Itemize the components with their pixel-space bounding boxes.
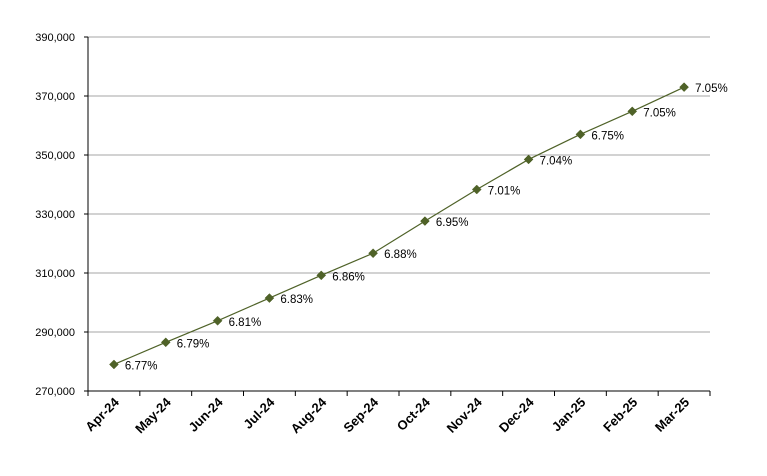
data-label: 7.05% [643, 107, 676, 119]
data-point-marker [471, 184, 482, 195]
data-point-marker [575, 129, 586, 140]
x-tick-label: Jan-25 [549, 395, 589, 435]
x-tick-label: Jun-24 [185, 394, 226, 435]
y-tick-label: 350,000 [35, 150, 75, 162]
data-point-marker [160, 337, 171, 348]
data-point-marker [679, 82, 689, 93]
x-tick-label: Sep-24 [340, 394, 381, 435]
x-tick-label: Nov-24 [444, 394, 486, 436]
y-tick-label: 270,000 [35, 386, 75, 398]
data-point-marker [368, 248, 378, 259]
data-point-marker [264, 293, 275, 303]
y-tick-label: 310,000 [35, 268, 75, 280]
x-tick-label: Aug-24 [288, 394, 330, 436]
series-line [113, 86, 685, 366]
data-point-marker [420, 216, 430, 226]
data-label: 7.05% [695, 83, 728, 95]
data-label: 7.04% [540, 155, 573, 167]
gridlines [88, 36, 710, 333]
data-label: 6.95% [436, 217, 469, 229]
data-point-marker [316, 270, 327, 281]
data-point-marker [109, 359, 119, 370]
data-label: 6.77% [125, 360, 158, 372]
x-tick-label: Oct-24 [394, 394, 434, 434]
y-tick-label: 290,000 [35, 327, 75, 339]
data-label: 6.86% [332, 271, 365, 283]
data-label: 7.01% [488, 186, 521, 198]
x-tick-label: Apr-24 [82, 394, 122, 434]
x-tick-label: Mar-25 [652, 395, 692, 435]
axes [84, 36, 711, 396]
x-tick-label: May-24 [132, 394, 174, 436]
y-axis-tick-labels: 270,000 290,000 310,000 330,000 350,000 370,0… [35, 32, 75, 398]
data-point-marker [212, 315, 223, 326]
data-label: 6.79% [177, 338, 210, 350]
y-tick-label: 330,000 [35, 209, 75, 221]
x-tick-label: Jul-24 [240, 394, 278, 432]
x-tick-label: Dec-24 [496, 394, 537, 435]
data-labels: 6.77% 6.79% 6.81% 6.83% 6.86% 6.88% 6.95% 7.01%… [125, 83, 728, 372]
data-label: 6.88% [384, 249, 417, 261]
y-tick-label: 370,000 [35, 91, 75, 103]
data-point-marker [627, 106, 638, 117]
x-axis-tick-labels: Apr-24 May-24 Jun-24 Jul-24 Aug-24 Sep-24 Oct-… [82, 394, 692, 436]
data-label: 6.81% [229, 317, 262, 329]
data-label: 6.83% [280, 294, 313, 306]
x-tick-label: Feb-25 [600, 395, 640, 435]
data-label: 6.75% [591, 130, 624, 142]
series [109, 82, 689, 370]
y-tick-label: 390,000 [35, 32, 75, 44]
data-point-marker [523, 154, 534, 165]
